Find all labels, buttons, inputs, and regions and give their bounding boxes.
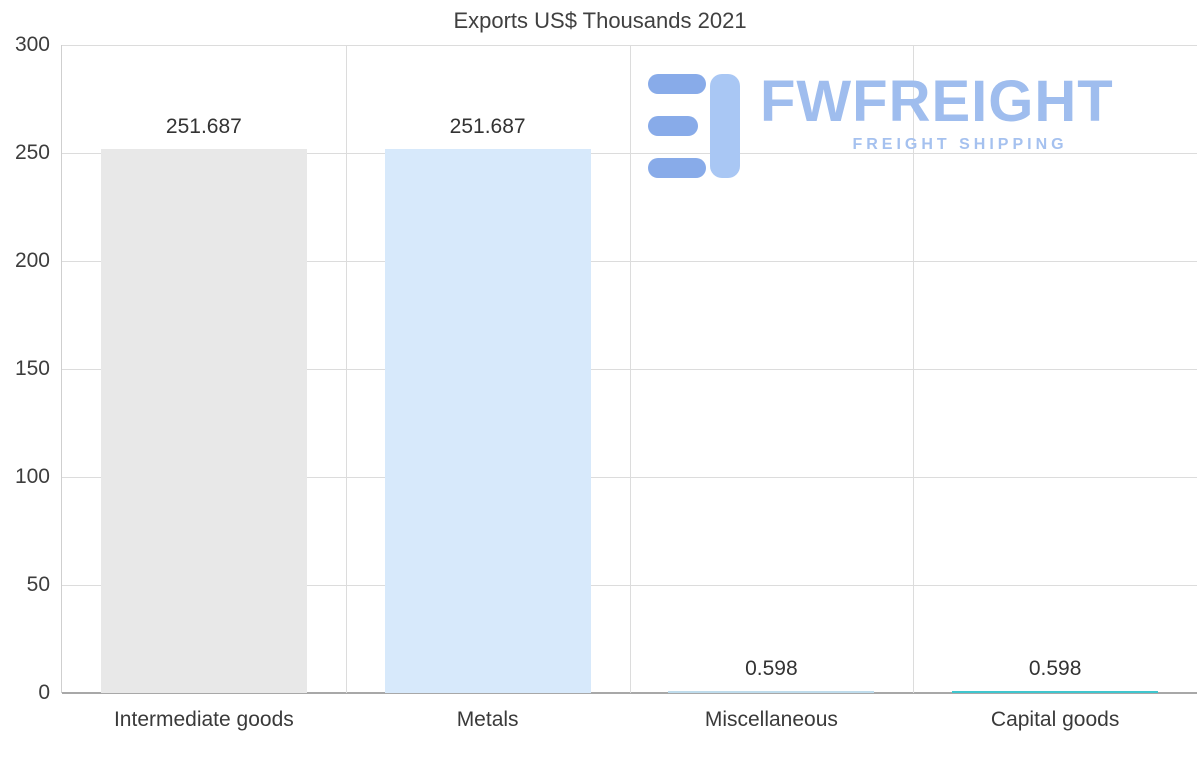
bar-value-label: 251.687 [449, 115, 526, 139]
y-tick-label: 200 [14, 249, 50, 272]
category-label: Capital goods [990, 708, 1120, 731]
bar-value-label: 0.598 [1028, 657, 1082, 680]
y-tick-label: 100 [14, 465, 50, 488]
y-tick-label: 300 [14, 33, 50, 56]
plot-area: 0 50 100 150 200 250 300 251.687 251.687 0.598 0.5… [15, 33, 1197, 704]
bar [384, 149, 591, 693]
category-label: Miscellaneous [704, 708, 838, 731]
gridline-v [629, 45, 631, 693]
category-label: Intermediate goods [113, 708, 294, 731]
x-axis-line [62, 692, 1197, 694]
bar [100, 149, 307, 693]
bar-value-label: 0.598 [745, 657, 798, 680]
y-tick-label: 50 [26, 573, 50, 596]
bar [668, 691, 875, 693]
bar-value-label: 251.687 [165, 115, 242, 139]
bar [952, 691, 1159, 693]
chart-title: Exports US$ Thousands 2021 [453, 8, 747, 33]
y-tick-label: 250 [14, 141, 50, 164]
category-label: Metals [456, 708, 519, 731]
y-tick-label: 150 [14, 357, 50, 380]
gridline-v [345, 45, 347, 693]
y-axis-line [61, 45, 62, 693]
gridline-v [913, 45, 915, 693]
y-tick-label: 0 [38, 681, 50, 704]
